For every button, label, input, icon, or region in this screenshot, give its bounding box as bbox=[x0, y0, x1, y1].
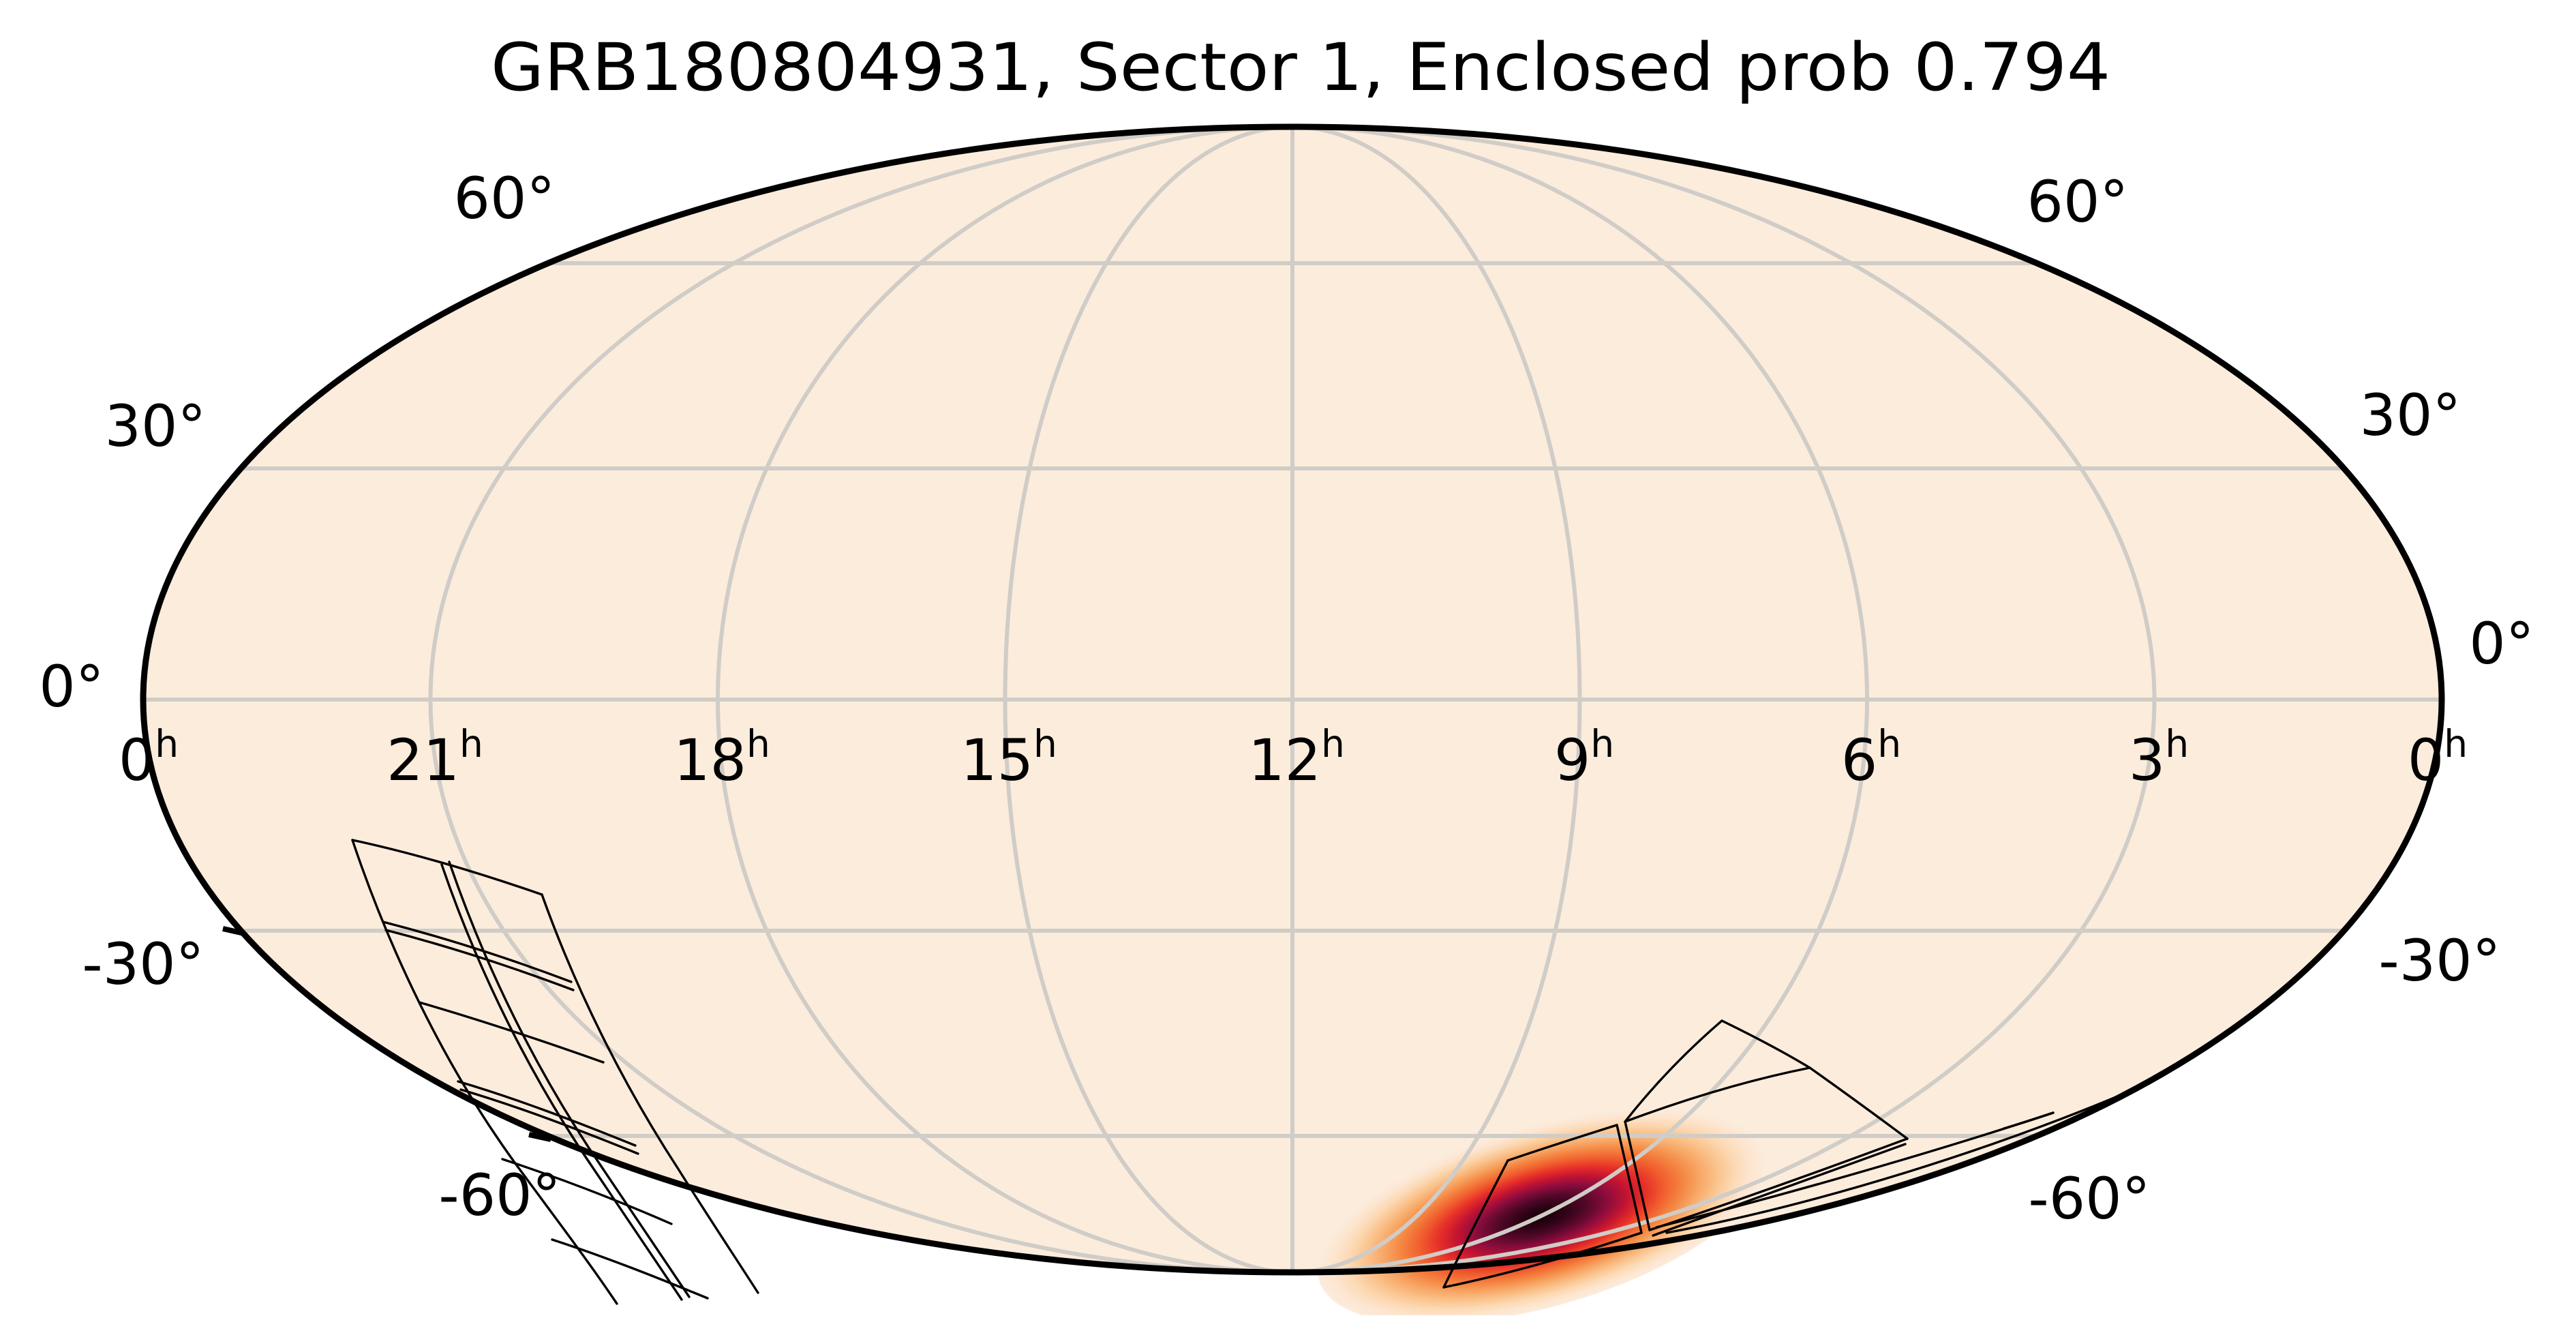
footprint-segment bbox=[541, 893, 759, 1294]
meridian-west bbox=[428, 125, 1293, 1274]
footprint-segment bbox=[351, 839, 618, 1305]
ra-label: 3h bbox=[2129, 722, 2189, 794]
meridian-east bbox=[1292, 125, 1869, 1274]
meridian-east bbox=[1292, 125, 2157, 1274]
dec-label: -30° bbox=[2378, 927, 2500, 994]
footprint-segment bbox=[551, 1238, 709, 1300]
footprint-segment bbox=[1808, 1066, 1909, 1140]
dec-label: 0° bbox=[39, 653, 104, 720]
ra-label: 12h bbox=[1248, 722, 1345, 794]
footprint-segment bbox=[1624, 1019, 1723, 1123]
footprint-segment bbox=[459, 1088, 639, 1155]
dec-label: 30° bbox=[105, 393, 207, 460]
dec-label: 60° bbox=[2027, 168, 2129, 235]
footprint-segment bbox=[1442, 1159, 1509, 1289]
footprint-segment bbox=[1648, 1137, 1909, 1231]
meridian-east bbox=[1292, 125, 1582, 1274]
footprint-segment bbox=[351, 839, 543, 896]
boundary-ticks bbox=[222, 926, 551, 1142]
dec-label: -60° bbox=[2028, 1165, 2150, 1232]
footprint-segment bbox=[1721, 1019, 1811, 1069]
ra-label: 9h bbox=[1554, 722, 1614, 794]
footprint-right-sector-grid bbox=[1442, 1019, 2140, 1289]
footprint-segment bbox=[384, 929, 575, 991]
dec-tick bbox=[222, 926, 245, 936]
footprint-segment bbox=[501, 1158, 673, 1225]
footprint-segment bbox=[1652, 1143, 1907, 1237]
ra-label: 0h bbox=[2408, 722, 2468, 794]
footprint-segment bbox=[2003, 1111, 2055, 1130]
meridian-west bbox=[716, 125, 1293, 1274]
ra-label: 6h bbox=[1841, 722, 1901, 794]
graticule bbox=[144, 125, 2442, 1274]
chart-title: GRB180804931, Sector 1, Enclosed prob 0.… bbox=[491, 29, 2110, 106]
footprint-segment bbox=[1665, 1086, 2140, 1234]
dec-label: 30° bbox=[2360, 382, 2461, 449]
footprint-left-sector-grid bbox=[351, 839, 759, 1305]
meridian-west bbox=[1003, 125, 1293, 1274]
footprint-segment bbox=[448, 860, 691, 1298]
footprint-segment bbox=[1506, 1124, 1618, 1162]
ra-label: 18h bbox=[673, 722, 770, 794]
footprint-segment bbox=[1624, 1066, 1811, 1123]
footprint-segment bbox=[1616, 1124, 1643, 1234]
dec-label: -30° bbox=[82, 931, 204, 998]
ra-label: 21h bbox=[387, 722, 483, 794]
footprint-segment bbox=[418, 1001, 605, 1064]
dec-label: -60° bbox=[438, 1162, 560, 1229]
dec-label: 0° bbox=[2469, 610, 2534, 677]
map-boundary bbox=[140, 123, 2445, 1276]
ra-tick-labels: 0h 21h 18h 15h 12h 9h 6h 3h 0h bbox=[119, 722, 2468, 794]
dec-tick-labels: 60° 30° 0° -30° -60° 60° 30° 0° -30° -60° bbox=[39, 165, 2534, 1232]
footprint-segment bbox=[457, 1080, 637, 1147]
footprint-segment bbox=[382, 920, 573, 983]
dec-tick bbox=[528, 1132, 551, 1142]
footprint-segment bbox=[1624, 1120, 1651, 1231]
footprint-segment bbox=[1655, 1111, 2055, 1229]
ra-label: 0h bbox=[119, 722, 179, 794]
dec-label: 60° bbox=[454, 165, 556, 232]
ra-label: 15h bbox=[960, 722, 1057, 794]
footprint-segment bbox=[1442, 1231, 1643, 1289]
